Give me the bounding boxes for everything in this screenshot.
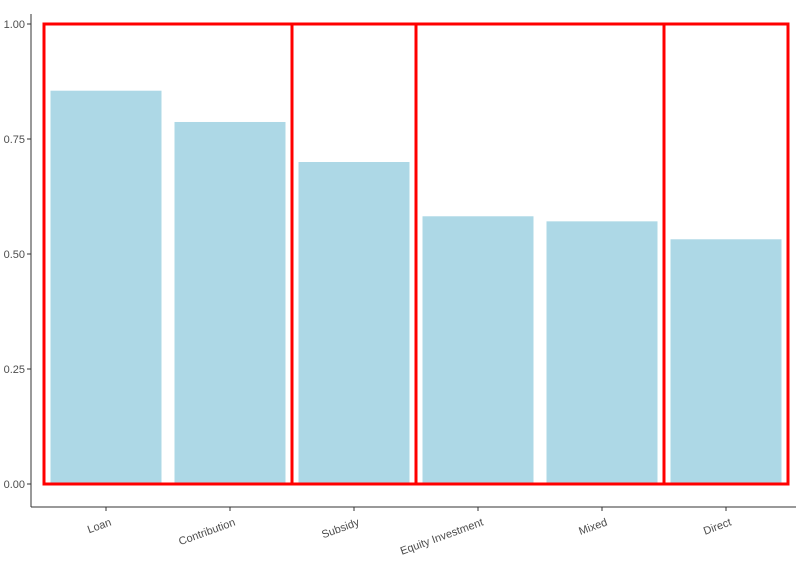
x-tick-label-subsidy: Subsidy [320,516,361,541]
bar-direct [670,239,782,484]
bar-mixed [546,221,658,484]
y-tick-label: 0.75 [4,134,25,146]
bar-subsidy [298,162,410,484]
x-tick-label-direct: Direct [702,517,733,538]
x-tick-label-loan: Loan [86,517,113,537]
y-tick-label: 0.50 [4,249,25,261]
y-tick-label: 1.00 [4,19,25,31]
bar-contribution [174,121,286,484]
y-axis: 0.00 0.25 0.50 0.75 1.00 [4,14,32,507]
x-tick-label-equity-investment: Equity Investment [399,517,485,558]
highlight-box-4 [662,22,790,486]
highlight-boxes-layer [42,22,790,486]
x-axis: Loan Contribution Subsidy Equity Investment… [31,506,796,558]
bar-equity-investment [422,216,534,484]
y-tick-label: 0.00 [4,479,25,491]
x-tick-label-contribution: Contribution [177,517,237,549]
bars-layer [50,90,782,484]
bar-loan [50,90,162,484]
y-tick-label: 0.25 [4,364,25,376]
x-tick-label-mixed: Mixed [577,517,609,538]
